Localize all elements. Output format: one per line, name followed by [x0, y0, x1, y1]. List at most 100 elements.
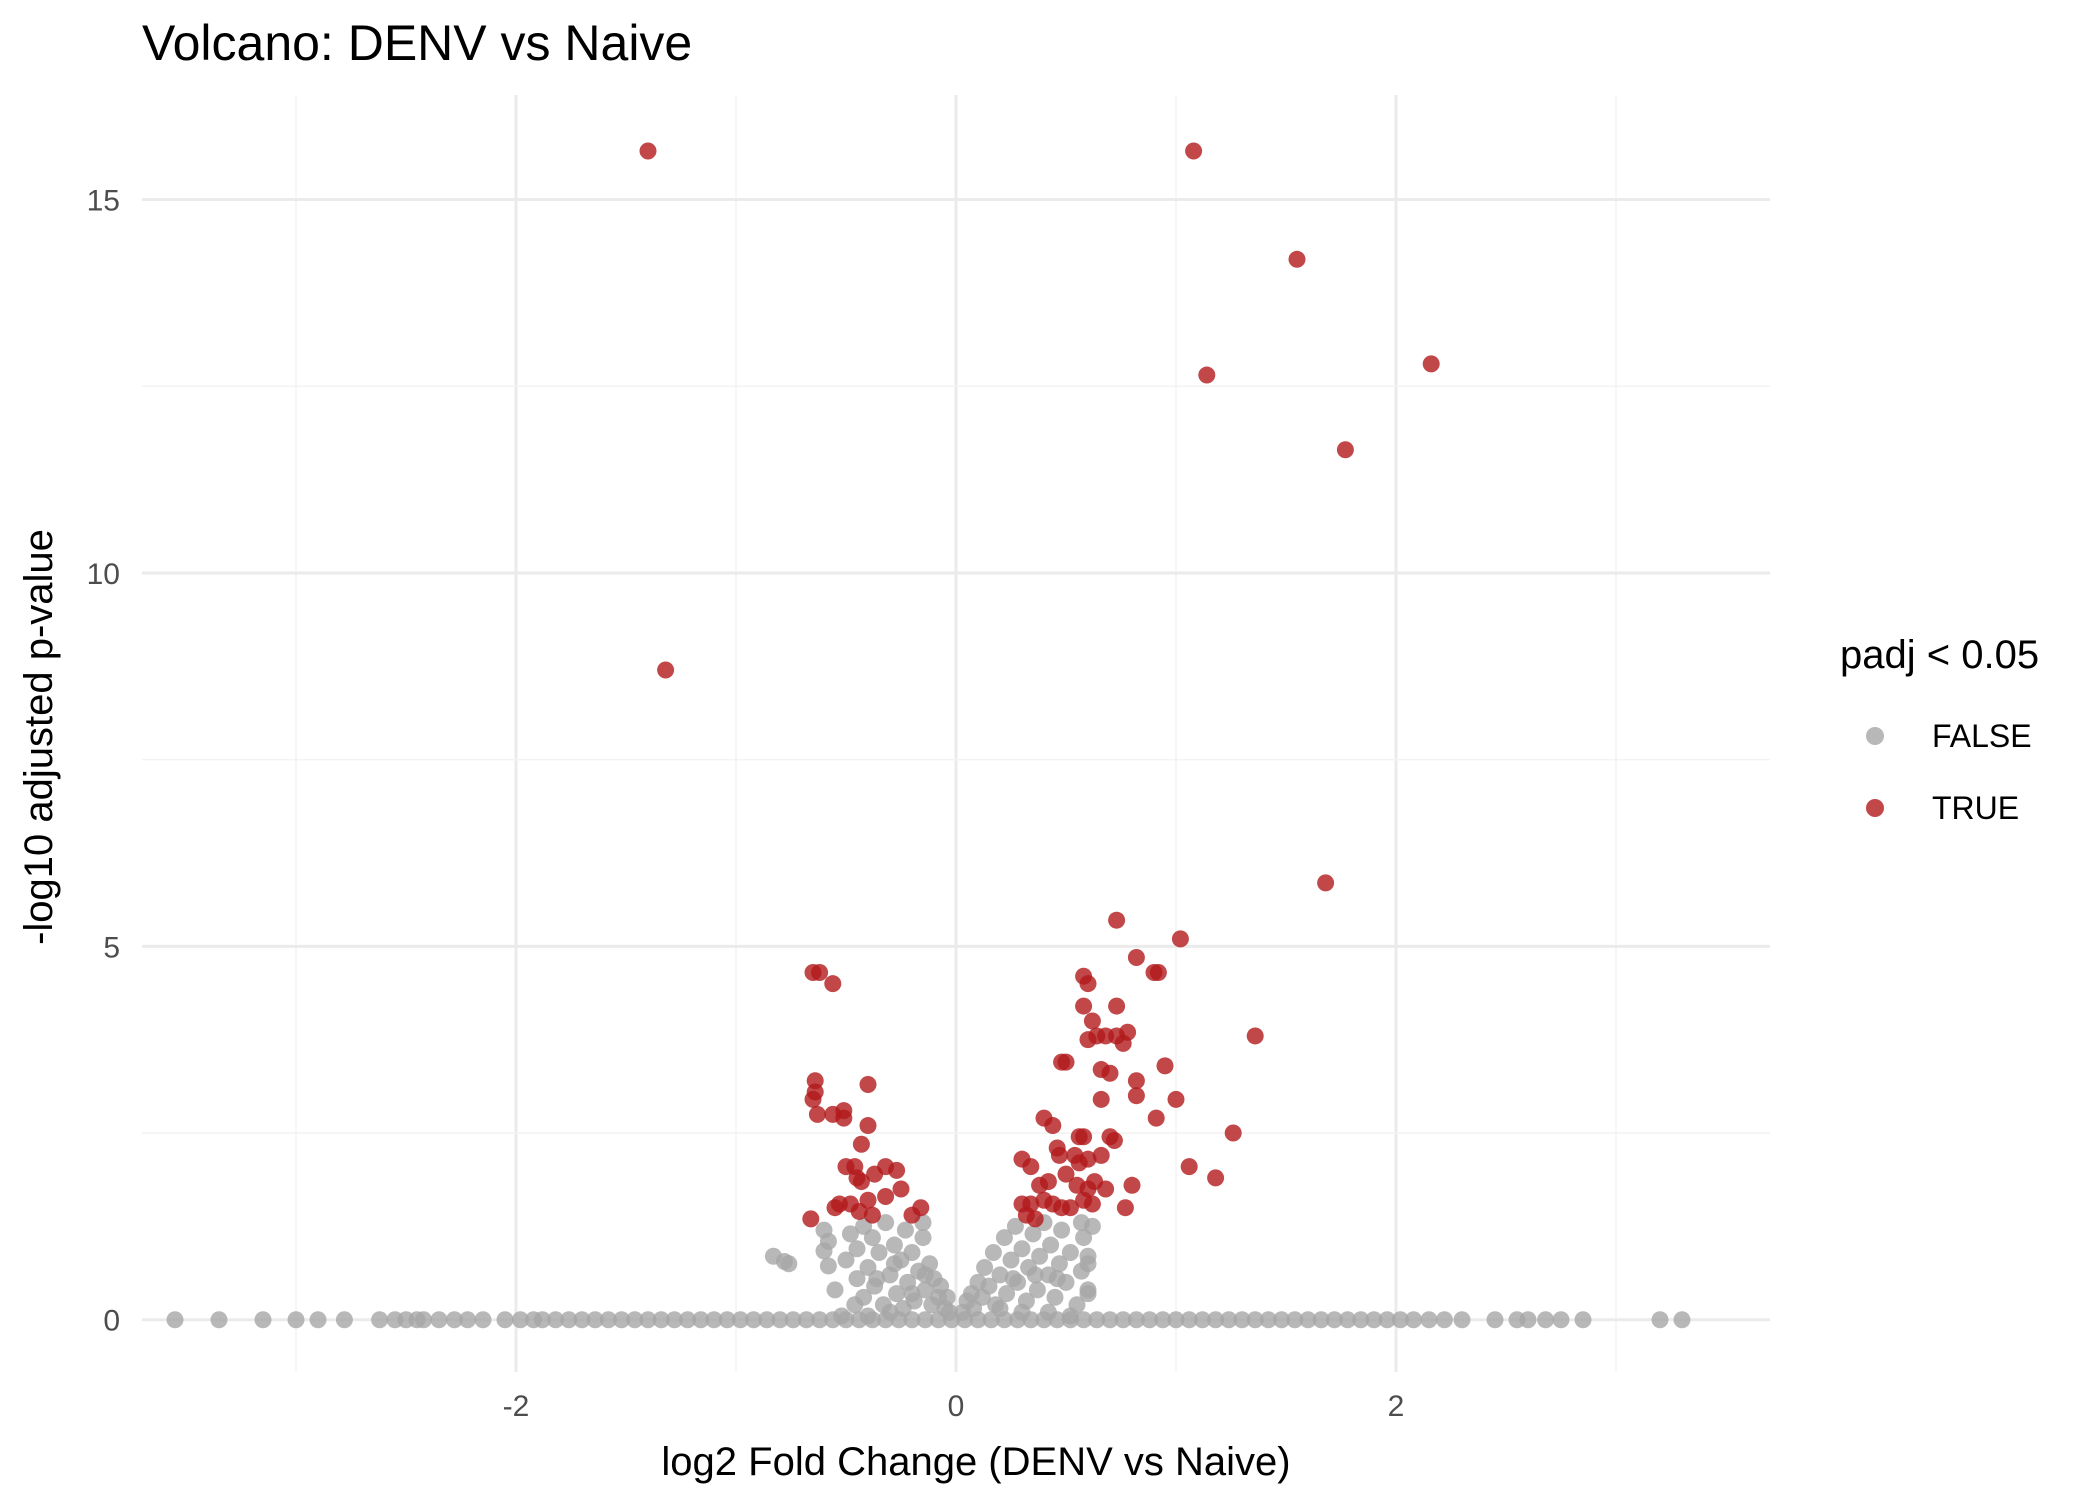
data-point-false: [1061, 1307, 1079, 1325]
data-point-false: [837, 1251, 855, 1269]
data-point-false: [1273, 1311, 1291, 1329]
data-point-true: [804, 1090, 822, 1108]
data-point-false: [1651, 1311, 1669, 1329]
data-point-false: [859, 1307, 877, 1325]
data-point-false: [210, 1311, 228, 1329]
data-point-false: [938, 1288, 956, 1306]
data-point-false: [811, 1311, 829, 1329]
data-point-true: [1167, 1090, 1185, 1108]
data-point-false: [1312, 1311, 1330, 1329]
data-point-false: [573, 1311, 591, 1329]
data-point-false: [445, 1311, 463, 1329]
data-point-false: [1006, 1217, 1024, 1235]
data-point-false: [1486, 1311, 1504, 1329]
y-tick-label: 10: [87, 558, 120, 591]
data-point-true: [859, 1075, 877, 1093]
legend-label-true: TRUE: [1932, 790, 2019, 826]
data-point-false: [1050, 1255, 1068, 1273]
data-point-false: [1024, 1225, 1042, 1243]
data-point-true: [1079, 1150, 1097, 1168]
data-point-true: [1022, 1158, 1040, 1176]
data-point-true: [1083, 1195, 1101, 1213]
data-point-true: [657, 661, 675, 679]
data-point-false: [984, 1244, 1002, 1262]
data-point-false: [1220, 1311, 1238, 1329]
data-point-true: [1114, 1034, 1132, 1052]
data-point-false: [784, 1311, 802, 1329]
data-point-true: [1180, 1158, 1198, 1176]
data-point-true: [1083, 1012, 1101, 1030]
data-point-false: [1042, 1236, 1060, 1254]
data-point-false: [309, 1311, 327, 1329]
data-point-true: [802, 1210, 820, 1228]
data-point-true: [835, 1109, 853, 1127]
legend-label-false: FALSE: [1932, 718, 2032, 754]
data-point-false: [826, 1281, 844, 1299]
data-point-false: [1167, 1311, 1185, 1329]
data-point-true: [1246, 1027, 1264, 1045]
data-point-false: [1046, 1288, 1064, 1306]
legend: padj < 0.05 FALSE TRUE: [1840, 633, 2039, 826]
chart-title: Volcano: DENV vs Naive: [142, 15, 692, 71]
data-point-true: [1336, 441, 1354, 459]
data-point-true: [1101, 1064, 1119, 1082]
data-point-true: [1422, 355, 1440, 373]
y-tick-labels: 0 5 10 15: [87, 185, 120, 1338]
data-point-false: [1180, 1311, 1198, 1329]
data-point-false: [916, 1266, 934, 1284]
data-point-true: [1127, 1087, 1145, 1105]
data-point-true: [1149, 963, 1167, 981]
data-point-false: [870, 1244, 888, 1262]
data-point-false: [1193, 1311, 1211, 1329]
data-point-false: [1013, 1240, 1031, 1258]
data-point-false: [586, 1311, 604, 1329]
data-point-false: [1405, 1311, 1423, 1329]
data-point-true: [1317, 874, 1335, 892]
x-axis-title: log2 Fold Change (DENV vs Naive): [661, 1440, 1290, 1484]
data-point-false: [991, 1300, 1009, 1318]
data-point-false: [863, 1229, 881, 1247]
data-point-false: [1002, 1251, 1020, 1269]
data-point-false: [1519, 1311, 1537, 1329]
data-point-false: [1028, 1281, 1046, 1299]
data-point-false: [1352, 1311, 1370, 1329]
data-point-false: [841, 1225, 859, 1243]
data-point-false: [797, 1311, 815, 1329]
data-point-true: [866, 1165, 884, 1183]
data-point-false: [1039, 1303, 1057, 1321]
x-tick-labels: -2 0 2: [503, 1390, 1405, 1423]
data-point-false: [533, 1311, 551, 1329]
data-point-true: [1031, 1176, 1049, 1194]
data-point-true: [639, 142, 657, 160]
y-axis-title: -log10 adjusted p-value: [17, 529, 61, 945]
data-point-false: [731, 1311, 749, 1329]
legend-title: padj < 0.05: [1840, 633, 2039, 677]
data-point-false: [815, 1242, 833, 1260]
data-point-false: [1286, 1311, 1304, 1329]
data-point-false: [1101, 1311, 1119, 1329]
data-point-false: [995, 1229, 1013, 1247]
data-points: [166, 142, 1691, 1329]
data-point-false: [1026, 1266, 1044, 1284]
data-point-false: [771, 1311, 789, 1329]
data-point-true: [1171, 930, 1189, 948]
data-point-false: [335, 1311, 353, 1329]
data-point-false: [613, 1311, 631, 1329]
data-point-true: [1123, 1176, 1141, 1194]
data-point-false: [1259, 1311, 1277, 1329]
data-point-true: [863, 1206, 881, 1224]
data-point-false: [1233, 1311, 1251, 1329]
data-point-false: [780, 1255, 798, 1273]
data-point-false: [1031, 1247, 1049, 1265]
data-point-true: [1156, 1057, 1174, 1075]
data-point-false: [1453, 1311, 1471, 1329]
data-point-true: [824, 975, 842, 993]
data-point-true: [1198, 366, 1216, 384]
data-point-false: [1061, 1244, 1079, 1262]
data-point-false: [877, 1214, 895, 1232]
data-point-true: [1108, 911, 1126, 929]
y-tick-label: 15: [87, 185, 120, 218]
data-point-false: [1339, 1311, 1357, 1329]
data-point-false: [881, 1303, 899, 1321]
